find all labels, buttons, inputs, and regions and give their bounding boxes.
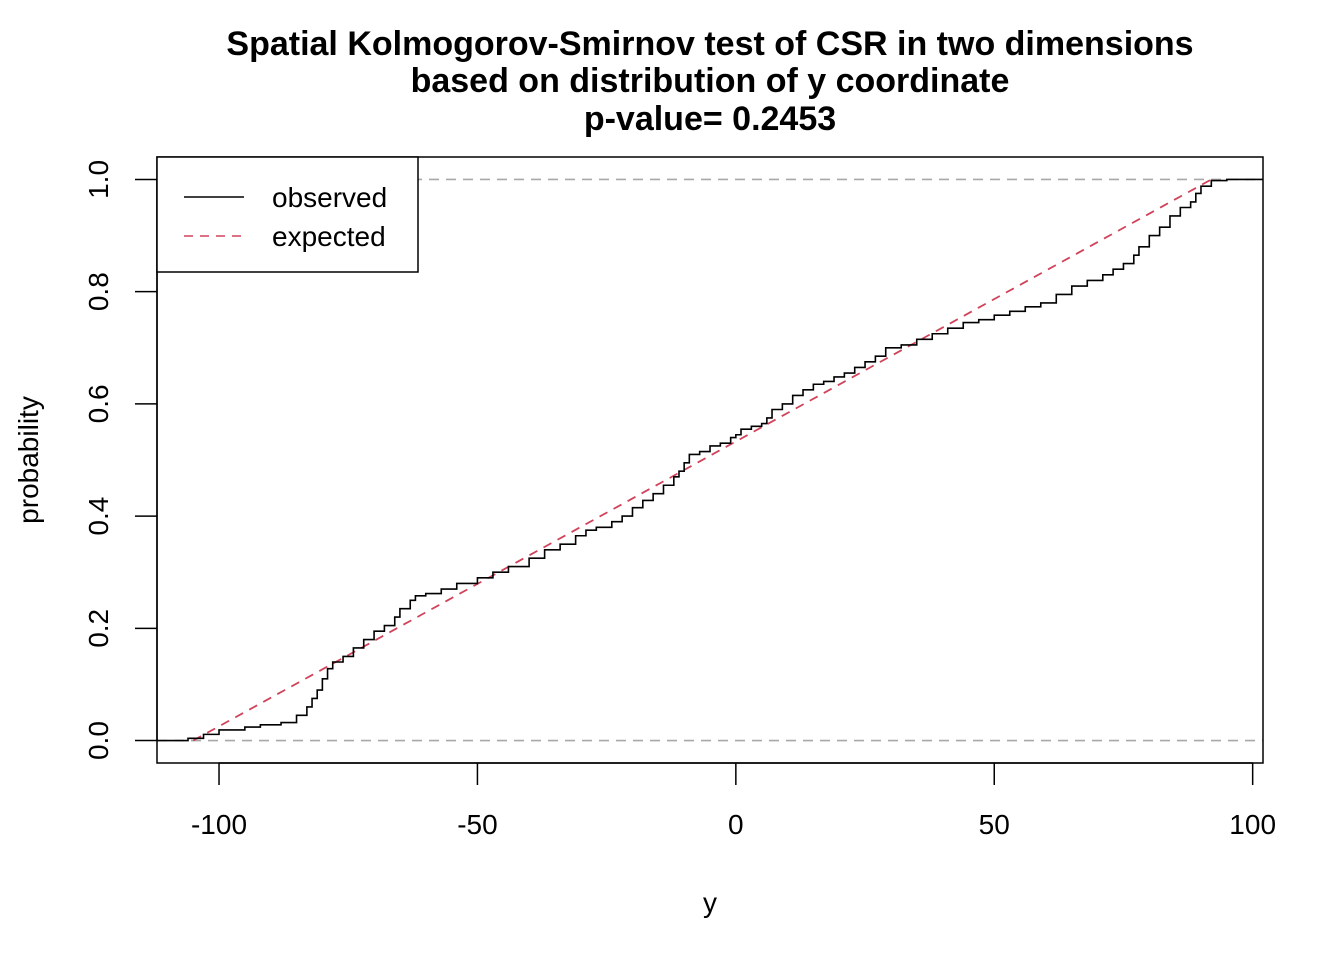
x-tick-label: 100 (1229, 809, 1276, 840)
title-line-1: Spatial Kolmogorov-Smirnov test of CSR i… (226, 25, 1193, 63)
y-tick-label: 0.6 (83, 384, 114, 423)
title-line-2: based on distribution of y coordinate (411, 62, 1010, 100)
y-axis-label: probability (13, 396, 44, 524)
y-tick-label: 0.2 (83, 609, 114, 648)
observed-layer (157, 178, 1263, 742)
legend-box (156, 156, 419, 273)
chart-title: Spatial Kolmogorov-Smirnov test of CSR i… (226, 25, 1193, 138)
y-tick-label: 0.8 (83, 272, 114, 311)
expected-layer (192, 178, 1212, 742)
legend-observed-label: observed (272, 182, 387, 213)
y-tick-label: 0.4 (83, 497, 114, 536)
x-axis: -100 -50 0 50 100 (191, 762, 1276, 840)
x-tick-label: 50 (979, 809, 1010, 840)
y-axis: 0.0 0.2 0.4 0.6 0.8 1.0 (83, 160, 158, 760)
legend: observed expected (156, 156, 419, 273)
title-line-3: p-value= 0.2453 (584, 100, 836, 138)
observed-line (157, 178, 1263, 742)
expected-line (192, 178, 1212, 742)
legend-expected-label: expected (272, 221, 386, 252)
x-tick-label: -50 (457, 809, 497, 840)
x-tick-label: -100 (191, 809, 247, 840)
y-tick-label: 0.0 (83, 721, 114, 760)
reference-lines (157, 178, 1263, 742)
x-tick-label: 0 (728, 809, 744, 840)
y-tick-label: 1.0 (83, 160, 114, 199)
x-axis-label: y (703, 887, 717, 918)
